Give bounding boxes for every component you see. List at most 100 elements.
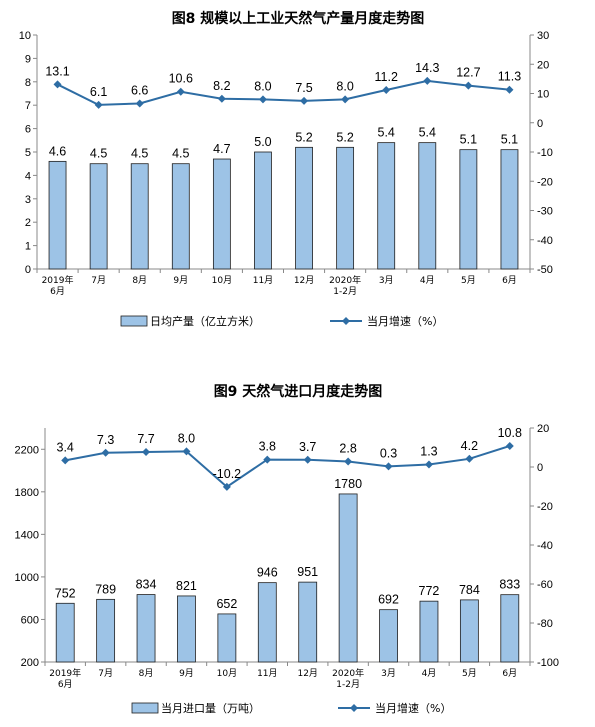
bar-value-label: 5.1 <box>460 133 477 147</box>
line-value-label: 3.7 <box>299 440 316 454</box>
line-value-label: -10.2 <box>213 467 242 481</box>
bar <box>295 146 313 270</box>
right-tick-label: -40 <box>537 235 553 247</box>
bar-value-label: 5.4 <box>378 126 395 140</box>
bar <box>336 146 355 270</box>
x-tick-label: 8月 <box>139 668 154 679</box>
line-value-label: 8.0 <box>178 431 195 445</box>
line-point <box>303 455 312 464</box>
line-value-label: 8.0 <box>254 79 271 93</box>
line-point <box>341 95 350 104</box>
right-tick-label: 20 <box>537 423 549 435</box>
chart-2-axes: 2006001000140018002200200-20-40-60-80-10… <box>15 423 560 690</box>
x-tick-label: 12月 <box>297 668 317 679</box>
left-tick-label: 200 <box>21 657 39 669</box>
bar <box>419 600 439 663</box>
line-value-label: 3.4 <box>57 440 74 454</box>
line-value-label: 0.3 <box>380 446 397 460</box>
bar-value-label: 4.7 <box>213 142 230 156</box>
legend-bar-swatch <box>120 315 148 327</box>
bar <box>212 158 231 270</box>
bar <box>298 581 318 663</box>
left-tick-label: 0 <box>25 264 31 276</box>
x-tick-label: 1-2月 <box>333 286 357 297</box>
x-tick-label: 4月 <box>422 668 437 679</box>
x-tick-label: 3月 <box>381 668 396 679</box>
bar-value-label: 5.2 <box>336 130 353 144</box>
bar <box>48 160 67 270</box>
x-tick-label: 6月 <box>50 286 65 297</box>
line-point <box>53 80 62 89</box>
right-tick-label: -30 <box>537 206 553 218</box>
bar <box>459 149 478 270</box>
x-tick-label: 12月 <box>294 275 314 286</box>
chart-2-bars <box>55 493 520 663</box>
line-value-label: 6.6 <box>131 83 148 97</box>
chart-2-title: 图9 天然气进口月度走势图 <box>214 383 383 400</box>
left-tick-label: 2200 <box>15 444 39 456</box>
line-value-label: 7.5 <box>295 81 312 95</box>
bar-value-label: 5.0 <box>254 135 271 149</box>
x-tick-label: 11月 <box>253 275 273 286</box>
bar <box>254 151 272 270</box>
line-point <box>263 455 272 464</box>
line-point <box>464 81 473 90</box>
legend-line-label: 当月增速（%） <box>367 314 443 328</box>
chart-2-growth-line <box>61 441 514 491</box>
line-value-label: 1.3 <box>420 444 437 458</box>
left-tick-label: 600 <box>21 614 39 626</box>
left-tick-label: 5 <box>25 147 31 159</box>
bar-value-label: 1780 <box>334 477 362 491</box>
x-tick-label: 10月 <box>217 668 237 679</box>
x-tick-label: 9月 <box>179 668 194 679</box>
bar-value-label: 652 <box>216 597 237 611</box>
chart-1-legend: 日均产量（亿立方米） 当月增速（%） <box>120 314 443 328</box>
bar-value-label: 4.6 <box>49 144 66 158</box>
x-tick-label: 9月 <box>173 275 188 286</box>
bar <box>177 595 196 663</box>
line-value-label: 4.2 <box>461 439 478 453</box>
line-value-label: 10.8 <box>498 426 522 440</box>
bar <box>500 594 520 663</box>
x-tick-label: 2020年 <box>329 274 361 286</box>
left-tick-label: 1 <box>25 241 31 253</box>
line-value-label: 3.8 <box>259 440 276 454</box>
right-tick-label: -40 <box>537 540 553 552</box>
chart-1-title: 图8 规模以上工业天然气产量月度走势图 <box>172 10 425 27</box>
bar-value-label: 833 <box>499 578 520 592</box>
line-value-label: 6.1 <box>90 85 107 99</box>
legend-diamond-marker <box>350 704 358 712</box>
line-value-label: 13.1 <box>45 64 69 78</box>
line-point <box>344 457 353 466</box>
right-tick-label: 10 <box>537 89 549 101</box>
growth-polyline <box>57 79 510 106</box>
bar <box>379 609 398 663</box>
line-point <box>258 95 267 104</box>
bar <box>171 163 190 270</box>
line-point <box>505 85 514 94</box>
right-tick-label: -20 <box>537 176 553 188</box>
bar <box>130 163 149 270</box>
x-tick-label: 11月 <box>257 668 277 679</box>
bar-value-label: 4.5 <box>90 147 107 161</box>
bar-value-label: 946 <box>257 566 278 580</box>
bar <box>55 602 75 663</box>
line-point <box>135 99 144 108</box>
line-value-label: 14.3 <box>415 61 439 75</box>
left-tick-label: 1800 <box>15 487 39 499</box>
chart-2-legend: 当月进口量（万吨） 当月增速（%） <box>131 701 451 715</box>
bar <box>217 613 237 663</box>
line-value-label: 10.6 <box>169 72 193 86</box>
chart-2: 图9 天然气进口月度走势图 2006001000140018002200200-… <box>15 383 560 715</box>
line-point <box>142 447 151 456</box>
bar <box>136 594 156 663</box>
x-tick-label: 7月 <box>98 668 113 679</box>
x-tick-label: 6月 <box>502 275 517 286</box>
line-value-label: 7.7 <box>137 432 154 446</box>
right-tick-label: 30 <box>537 30 549 42</box>
x-tick-label: 5月 <box>461 275 476 286</box>
x-tick-label: 2019年 <box>42 274 74 286</box>
chart-1: 图8 规模以上工业天然气产量月度走势图 0 1 2 3 4 5 6 7 8 9 10 30 20 10 0 -… <box>19 10 553 328</box>
x-tick-label: 2020年 <box>332 667 364 679</box>
line-point <box>61 456 70 465</box>
